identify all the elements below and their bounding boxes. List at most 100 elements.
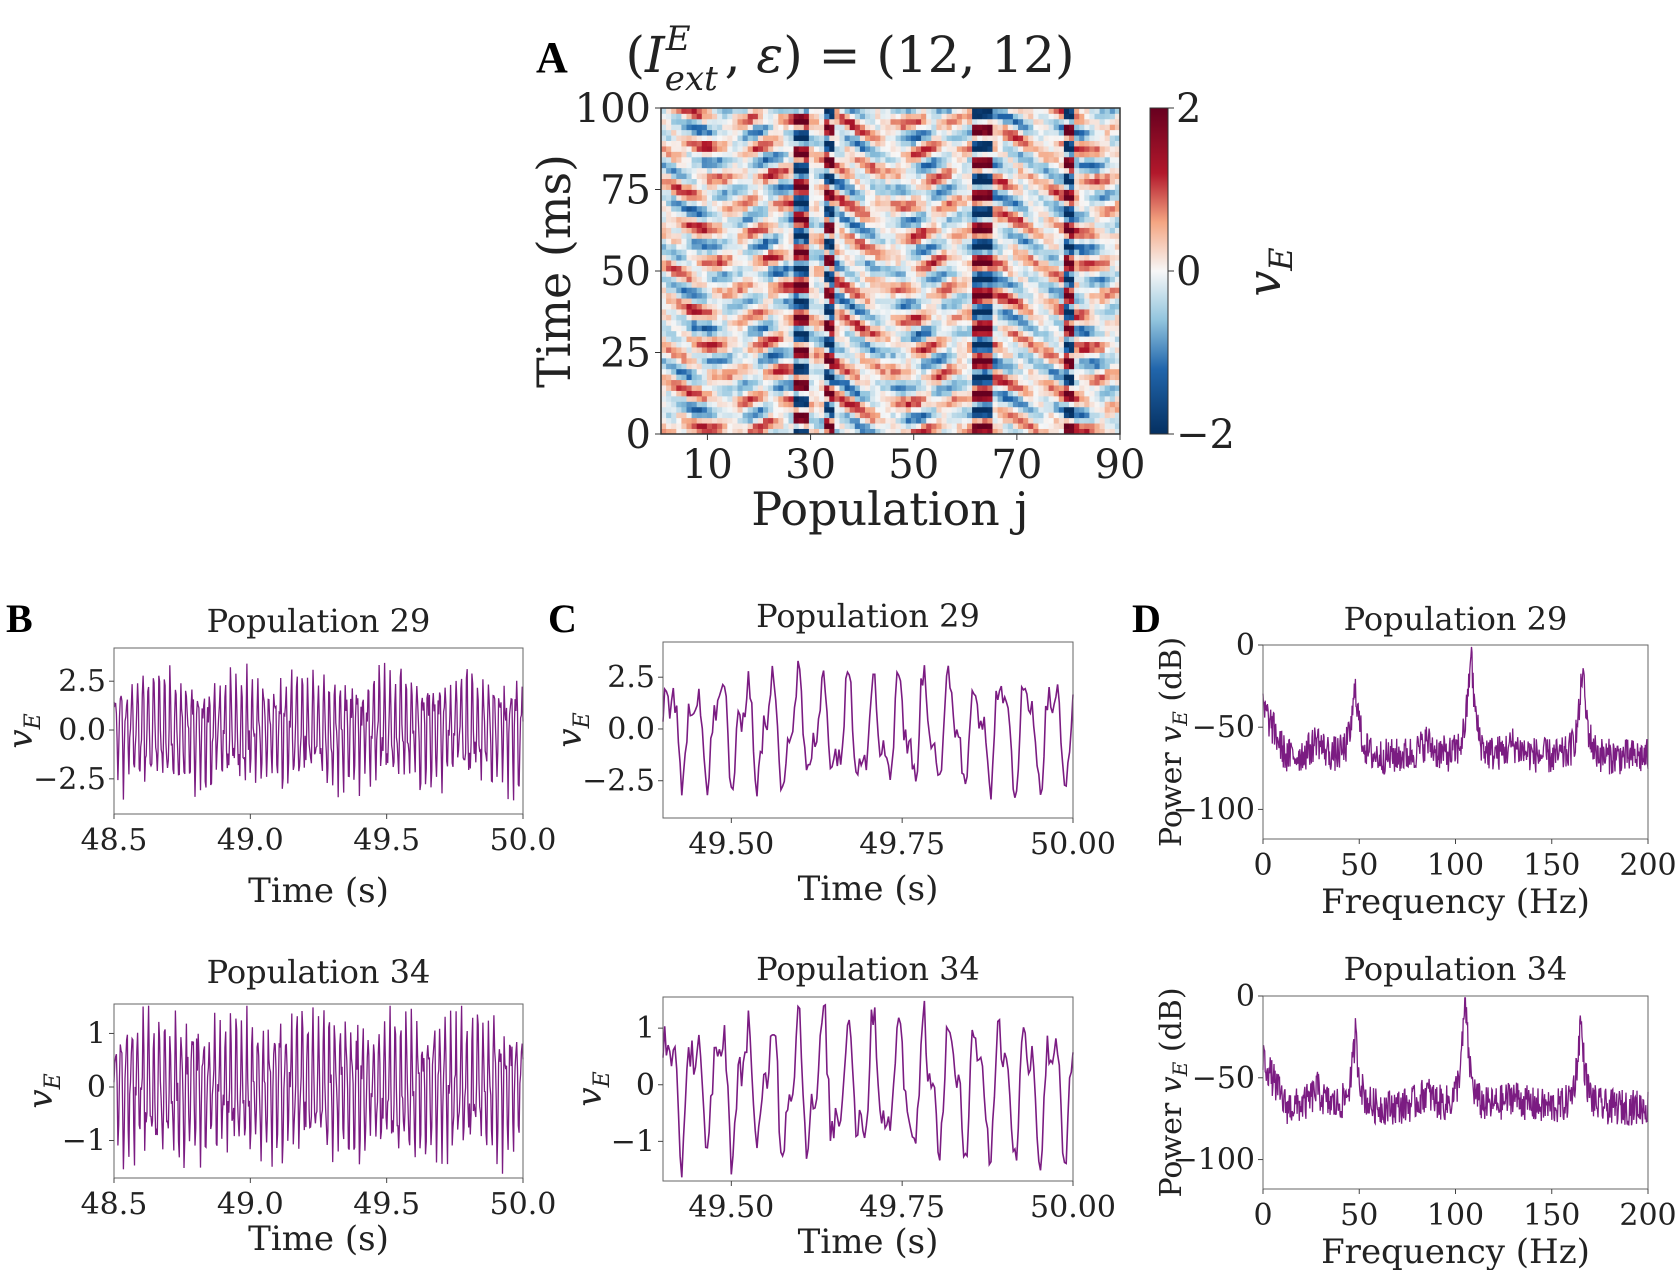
heatmap-cell bbox=[778, 129, 784, 136]
heatmap-cell bbox=[961, 200, 968, 207]
heatmap-cell bbox=[1043, 129, 1049, 136]
heatmap-cell bbox=[961, 108, 968, 114]
heatmap-cell bbox=[1058, 184, 1065, 190]
heatmap-cell bbox=[763, 368, 769, 375]
heatmap-cell bbox=[752, 140, 759, 147]
heatmap-cell bbox=[1023, 118, 1029, 125]
heatmap-cell bbox=[1002, 232, 1009, 239]
heatmap-cell bbox=[946, 167, 953, 174]
heatmap-cell bbox=[1058, 243, 1065, 250]
heatmap-cell bbox=[666, 162, 672, 169]
heatmap-cell bbox=[717, 162, 723, 169]
heatmap-cell bbox=[737, 276, 743, 283]
heatmap-cell bbox=[829, 406, 835, 413]
heatmap-cell bbox=[890, 341, 896, 348]
heatmap-cell bbox=[982, 298, 988, 304]
heatmap-cell bbox=[1079, 205, 1085, 212]
heatmap-cell bbox=[839, 341, 845, 348]
heatmap-cell bbox=[722, 227, 728, 234]
heatmap-cell bbox=[671, 108, 677, 114]
heatmap-cell bbox=[900, 135, 907, 141]
heatmap-cell bbox=[885, 363, 891, 370]
heatmap-cell bbox=[987, 412, 993, 419]
heatmap-cell bbox=[808, 347, 815, 353]
heatmap-cell bbox=[992, 265, 998, 272]
heatmap-cell bbox=[1018, 374, 1024, 381]
heatmap-cell bbox=[778, 309, 784, 315]
heatmap-cell bbox=[875, 162, 881, 169]
heatmap-cell bbox=[972, 303, 978, 310]
heatmap-cell bbox=[854, 363, 861, 370]
heatmap-cell bbox=[849, 325, 856, 332]
heatmap-cell bbox=[819, 401, 825, 408]
heatmap-cell bbox=[1018, 113, 1024, 120]
heatmap-cell bbox=[941, 243, 947, 250]
heatmap-cell bbox=[834, 211, 840, 218]
heatmap-cell bbox=[1079, 298, 1085, 304]
heatmap-cell bbox=[926, 309, 932, 315]
heatmap-cell bbox=[773, 184, 779, 190]
heatmap-cell bbox=[829, 173, 835, 180]
heatmap-cell bbox=[885, 390, 891, 397]
heatmap-cell bbox=[671, 281, 677, 288]
heatmap-cell bbox=[727, 319, 733, 326]
heatmap-cell bbox=[1048, 227, 1055, 234]
heatmap-cell bbox=[859, 205, 866, 212]
heatmap-cell bbox=[1043, 249, 1049, 256]
heatmap-cell bbox=[1069, 319, 1075, 326]
heatmap-cell bbox=[732, 265, 738, 272]
heatmap-cell bbox=[788, 227, 794, 234]
heatmap-cell bbox=[844, 156, 851, 163]
heatmap-cell bbox=[1023, 194, 1029, 201]
heatmap-cell bbox=[941, 178, 947, 185]
heatmap-cell bbox=[793, 271, 800, 277]
heatmap-cell bbox=[890, 232, 896, 239]
heatmap-cell bbox=[1053, 211, 1060, 218]
heatmap-cell bbox=[890, 271, 896, 277]
heatmap-cell bbox=[712, 298, 718, 304]
heatmap-cell bbox=[859, 309, 866, 315]
heatmap-cell bbox=[992, 303, 998, 310]
heatmap-cell bbox=[752, 330, 759, 337]
heatmap-cell bbox=[1048, 412, 1055, 419]
heatmap-cell bbox=[977, 390, 983, 397]
heatmap-cell bbox=[747, 124, 754, 131]
heatmap-cell bbox=[737, 227, 743, 234]
heatmap-cell bbox=[717, 423, 723, 429]
heatmap-cell bbox=[829, 271, 835, 277]
heatmap-cell bbox=[941, 211, 947, 218]
heatmap-cell bbox=[936, 309, 942, 315]
heatmap-cell bbox=[1048, 129, 1055, 136]
heatmap-cell bbox=[972, 151, 978, 158]
heatmap-cell bbox=[987, 341, 993, 348]
heatmap-cell bbox=[706, 357, 713, 364]
heatmap-cell bbox=[717, 319, 723, 326]
heatmap-cell bbox=[885, 309, 891, 315]
heatmap-cell bbox=[900, 352, 907, 359]
heatmap-cell bbox=[1018, 417, 1024, 424]
heatmap-cell bbox=[661, 108, 667, 114]
heatmap-cell bbox=[854, 390, 861, 397]
heatmap-cell bbox=[829, 319, 835, 326]
heatmap-cell bbox=[859, 173, 866, 180]
heatmap-cell bbox=[757, 205, 764, 212]
heatmap-cell bbox=[1007, 129, 1014, 136]
heatmap-cell bbox=[956, 124, 963, 131]
heatmap-cell bbox=[926, 227, 932, 234]
heatmap-cell bbox=[661, 368, 667, 375]
heatmap-cell bbox=[931, 162, 937, 169]
heatmap-cell bbox=[737, 260, 743, 266]
heatmap-cell bbox=[803, 325, 810, 332]
heatmap-cell bbox=[961, 385, 968, 391]
heatmap-cell bbox=[844, 216, 851, 223]
heatmap-cell bbox=[885, 260, 891, 266]
heatmap-cell bbox=[1023, 303, 1029, 310]
heatmap-cell bbox=[1069, 417, 1075, 424]
heatmap-cell bbox=[1023, 178, 1029, 185]
heatmap-cell bbox=[905, 271, 912, 277]
heatmap-cell bbox=[987, 178, 993, 185]
heatmap-cell bbox=[1018, 363, 1024, 370]
heatmap-cell bbox=[701, 156, 708, 163]
heatmap-cell bbox=[798, 401, 805, 408]
heatmap-cell bbox=[727, 309, 733, 315]
